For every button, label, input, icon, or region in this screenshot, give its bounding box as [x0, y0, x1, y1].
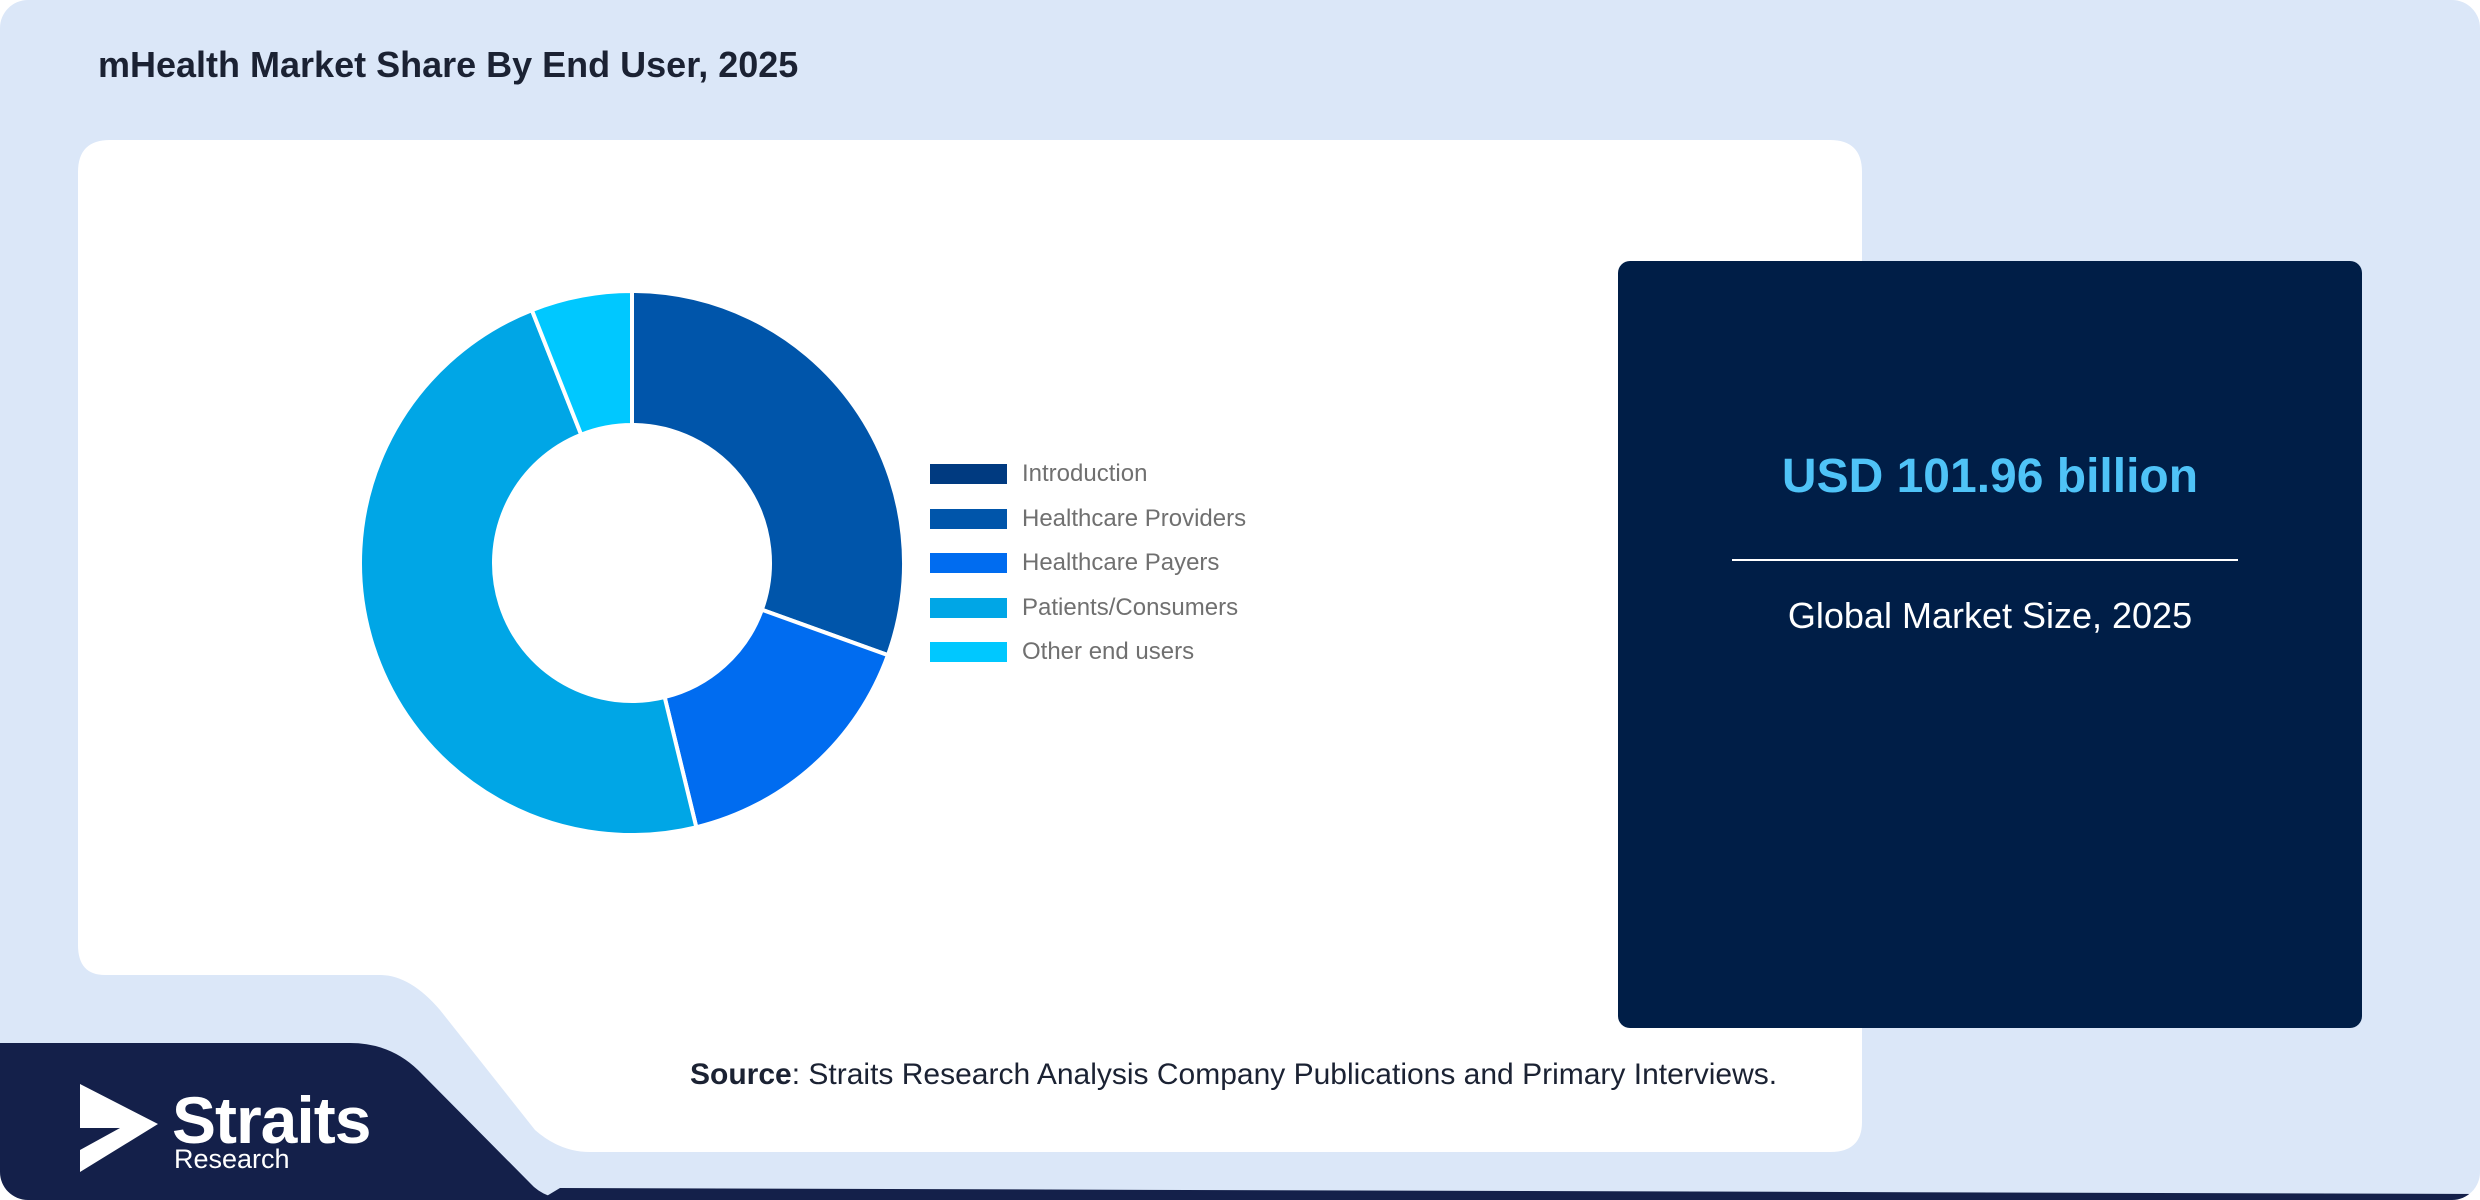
legend-item-patients-consumers: Patients/Consumers: [930, 586, 1350, 631]
legend-swatch: [930, 642, 1007, 663]
market-size-panel: USD 101.96 billion Global Market Size, 2…: [1618, 261, 2362, 1028]
donut-slice-patients-consumers: [358, 307, 699, 837]
legend-swatch: [930, 553, 1007, 574]
donut-slice-healthcare-providers: [630, 288, 906, 658]
logo-name: Straits: [172, 1083, 371, 1157]
legend-item-healthcare-providers: Healthcare Providers: [930, 497, 1350, 542]
legend-swatch: [930, 597, 1007, 618]
market-size-label: Global Market Size, 2025: [1787, 595, 2193, 636]
source-note: Source: Straits Research Analysis Compan…: [690, 1058, 1777, 1092]
panel-divider: [1732, 559, 2238, 561]
donut-slice-other-end-users: [529, 288, 634, 438]
legend-item-other-end-users: Other end users: [930, 630, 1350, 675]
footer-band-bottom-edge: [540, 1188, 2480, 1200]
straits-logo-icon: [80, 1084, 158, 1172]
legend-label: Healthcare Providers: [1022, 504, 1247, 532]
chart-legend: Introduction Healthcare Providers Healthca…: [930, 452, 1350, 675]
chart-title: mHealth Market Share By End User, 2025: [98, 44, 799, 85]
donut-slice-healthcare-payers: [662, 607, 891, 830]
market-size-value: USD 101.96 billion: [1781, 450, 2199, 503]
legend-swatch: [930, 508, 1007, 529]
legend-item-healthcare-payers: Healthcare Payers: [930, 541, 1350, 586]
source-label: Source: [690, 1058, 792, 1091]
footer-band: [0, 1043, 575, 1200]
legend-label: Introduction: [1022, 460, 1148, 488]
logo-subtitle: Research: [174, 1144, 290, 1174]
legend-swatch: [930, 464, 1007, 485]
legend-label: Patients/Consumers: [1022, 593, 1239, 621]
legend-item-introduction: Introduction: [930, 452, 1350, 497]
legend-label: Healthcare Payers: [1022, 549, 1220, 577]
source-text: : Straits Research Analysis Company Publ…: [791, 1058, 1778, 1091]
legend-label: Other end users: [1022, 638, 1195, 666]
